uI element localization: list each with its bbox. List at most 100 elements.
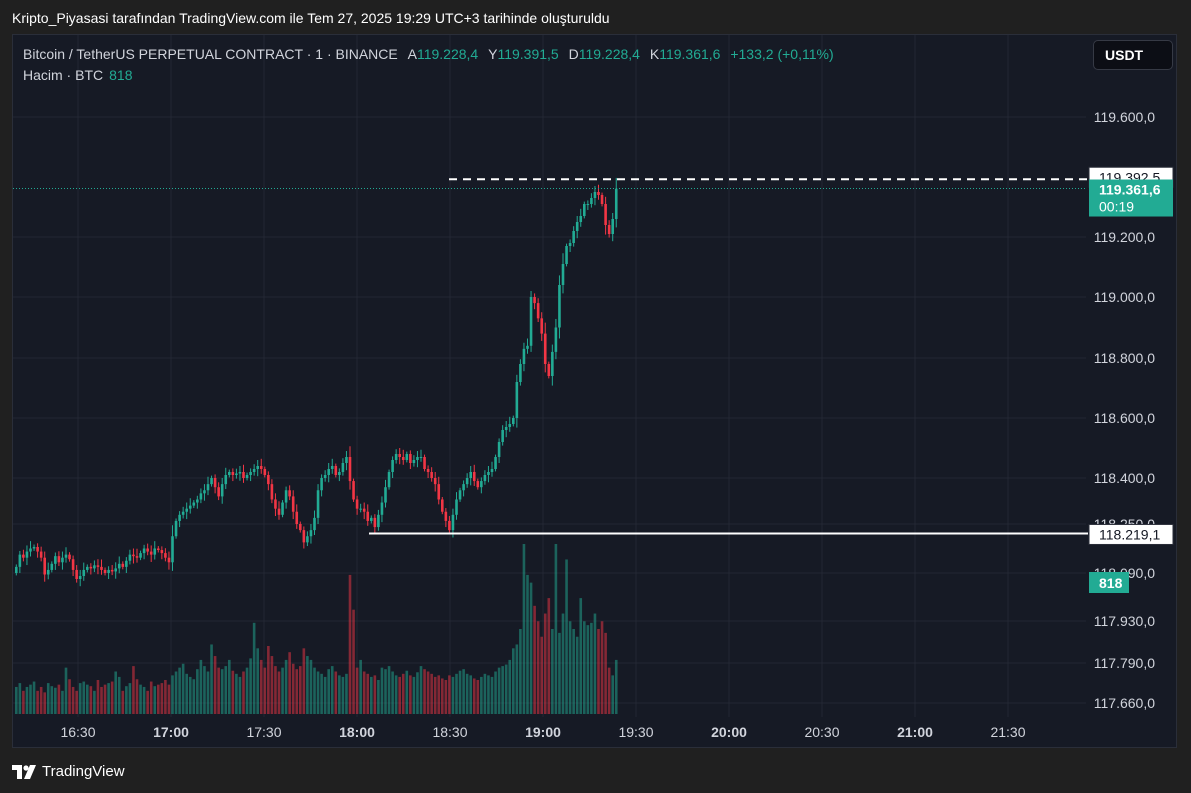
volume-bar <box>501 666 504 714</box>
volume-bar <box>387 666 391 714</box>
candle-body <box>355 499 359 509</box>
close-label: K <box>649 46 660 62</box>
candle-body <box>472 472 476 482</box>
candle-body <box>86 566 89 570</box>
candle-body <box>494 457 497 469</box>
time-tick-label: 20:00 <box>711 724 747 740</box>
candle-body <box>575 222 579 231</box>
price-tick-label: 119.600,0 <box>1094 109 1155 125</box>
volume-bar <box>341 676 345 714</box>
close-value: 119.361,6 <box>659 46 721 62</box>
volume-bar <box>476 680 480 714</box>
volume-bar <box>125 686 128 714</box>
volume-bar <box>78 683 82 714</box>
currency-button[interactable]: USDT <box>1093 40 1173 70</box>
volume-bar <box>86 684 89 714</box>
candle-body <box>345 457 348 463</box>
candle-body <box>263 469 267 475</box>
volume-bar <box>174 671 178 714</box>
candle-body <box>419 457 423 458</box>
candle-body <box>32 546 36 549</box>
volume-bar <box>590 622 593 714</box>
volume-bar <box>401 673 405 714</box>
volume-bar <box>455 673 458 714</box>
horizontal-lines[interactable] <box>13 178 1088 535</box>
candle-body <box>267 475 270 485</box>
candle-body <box>352 481 355 500</box>
candle-body <box>398 454 401 457</box>
candle-body <box>614 188 618 219</box>
chart-pane[interactable]: 119.600,0 119.200,0 119.000,0 118.800,0 118.… <box>12 34 1177 748</box>
volume-bar <box>597 629 600 714</box>
time-axis[interactable]: 16:30 17:00 17:30 18:00 18:30 19:00 19:30 20:00… <box>60 724 1025 740</box>
candle-body <box>199 493 203 500</box>
candle-body <box>299 524 302 531</box>
volume-bar <box>316 671 320 714</box>
candle-body <box>110 569 114 572</box>
volume-bar <box>96 680 100 714</box>
time-tick-label: 18:30 <box>432 724 467 740</box>
volume-bars <box>15 544 618 714</box>
volume-bar <box>366 673 370 714</box>
candle-body <box>330 466 334 469</box>
volume-bar <box>132 666 135 714</box>
candle-body <box>107 569 110 573</box>
volume-bar <box>426 671 430 714</box>
candle-body <box>313 517 316 531</box>
volume-bar <box>451 676 455 714</box>
volume-bar <box>384 669 387 714</box>
volume-bar <box>39 686 43 714</box>
price-axis[interactable]: 119.600,0 119.200,0 119.000,0 118.800,0 118.… <box>1088 109 1174 711</box>
candle-body <box>554 327 558 352</box>
candle-body <box>206 484 210 491</box>
candle-body <box>451 514 455 531</box>
volume-bar <box>263 667 267 714</box>
candle-body <box>341 463 345 472</box>
candle-body <box>29 548 32 552</box>
volume-bar <box>199 659 203 714</box>
tradingview-brand: TradingView <box>42 763 125 780</box>
volume-value: 818 <box>109 67 133 83</box>
volume-bar <box>391 671 394 714</box>
symbol-name[interactable]: Bitcoin / TetherUS PERPETUAL CONTRACT · … <box>23 46 398 62</box>
tradingview-logo[interactable]: TradingView <box>12 763 125 780</box>
candle-body <box>64 554 68 558</box>
candle-body <box>444 511 448 521</box>
last-price-tag <box>1089 179 1173 217</box>
volume-bar <box>75 690 78 714</box>
volume-bar <box>529 582 533 714</box>
candle-body <box>423 457 426 469</box>
volume-bar <box>299 666 302 714</box>
candle-body <box>61 557 64 563</box>
volume-legend[interactable]: Hacim · BTC 818 <box>23 67 132 83</box>
tradingview-logo-icon <box>12 764 36 779</box>
volume-bar <box>178 667 181 714</box>
chart-canvas[interactable]: 119.600,0 119.200,0 119.000,0 118.800,0 118.… <box>13 35 1176 747</box>
volume-bar <box>348 574 352 714</box>
candle-body <box>75 569 78 579</box>
volume-bar <box>36 690 39 714</box>
candle-body <box>547 364 551 376</box>
symbol-legend[interactable]: Bitcoin / TetherUS PERPETUAL CONTRACT · … <box>23 46 834 62</box>
volume-bar <box>114 671 117 714</box>
volume-bar <box>362 671 366 714</box>
candle-body <box>181 511 185 515</box>
volume-bar <box>568 621 572 714</box>
volume-bar <box>480 676 483 714</box>
candle-body <box>135 556 139 558</box>
volume-bar <box>267 646 270 714</box>
volume-bar <box>302 648 306 714</box>
candle-body <box>96 565 100 567</box>
line-price-label: 118.219,1 <box>1099 526 1160 542</box>
candle-body <box>536 303 540 319</box>
candle-body <box>132 554 135 557</box>
candle-body <box>89 566 93 569</box>
volume-bar <box>128 683 132 714</box>
volume-bar <box>100 686 103 714</box>
volume-bar <box>245 667 249 714</box>
volume-bar <box>504 664 508 714</box>
time-tick-label: 18:00 <box>339 724 375 740</box>
candle-body <box>480 481 483 488</box>
volume-bar <box>61 690 64 714</box>
candle-body <box>288 490 291 497</box>
